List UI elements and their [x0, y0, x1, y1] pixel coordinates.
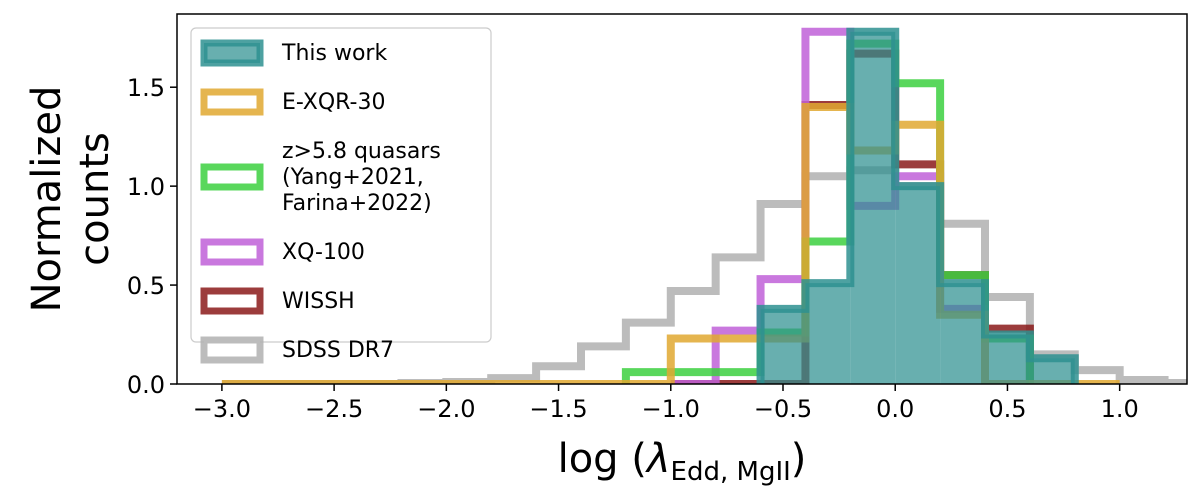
legend-label: WISSH	[282, 289, 355, 314]
legend-swatch	[200, 88, 264, 116]
y-axis: 0.0 0.5 1.0 1.5	[127, 74, 177, 399]
legend: This work E-XQR-30 z>5.8 quasars(Yang+2021…	[190, 27, 492, 364]
y-tick-label: 0.5	[127, 272, 165, 300]
bar-this-work-2	[850, 31, 896, 384]
y-tick-label: 1.5	[127, 74, 165, 102]
x-tick-label: 1.0	[1101, 395, 1139, 423]
legend-label: (Yang+2021,	[282, 165, 424, 190]
legend-swatch	[200, 39, 264, 67]
y-axis-label-line-2: counts	[72, 132, 118, 266]
x-tick-label: 0.0	[876, 395, 914, 423]
x-axis: −3.0 −2.5 −2.0 −1.5 −1.0 −0.5 0.0 0.5 1.0	[193, 384, 1139, 423]
legend-swatch	[200, 163, 264, 191]
y-tick-label: 0.0	[127, 371, 165, 399]
outline-this-work	[756, 27, 1079, 384]
x-tick-label: −1.0	[642, 395, 700, 423]
legend-swatch	[200, 336, 264, 364]
x-tick-label: −1.5	[529, 395, 587, 423]
legend-item-e-xqr-30: E-XQR-30	[200, 88, 385, 116]
legend-label: SDSS DR7	[282, 338, 394, 363]
legend-item-wissh: WISSH	[200, 287, 355, 315]
legend-label: Farina+2022)	[282, 191, 432, 216]
x-tick-label: 0.5	[988, 395, 1026, 423]
bar-this-work-0	[760, 308, 806, 384]
legend-label: z>5.8 quasars	[282, 139, 441, 164]
legend-label: XQ-100	[282, 240, 365, 265]
bar-this-work-1	[805, 283, 851, 384]
x-tick-label: −3.0	[193, 395, 251, 423]
y-tick-label: 1.0	[127, 173, 165, 201]
y-axis-label-line-1: Normalized	[24, 86, 70, 313]
bar-this-work-6	[1029, 358, 1075, 384]
x-tick-label: −0.5	[754, 395, 812, 423]
legend-swatch	[200, 238, 264, 266]
legend-item-xq-100: XQ-100	[200, 238, 365, 266]
x-axis-label: log (λEdd, MgII)	[558, 436, 807, 487]
legend-label: E-XQR-30	[282, 90, 385, 115]
y-axis-label: Normalized counts	[24, 86, 118, 313]
plot-frame	[176, 13, 1188, 385]
x-tick-label: −2.0	[417, 395, 475, 423]
bar-this-work-3	[895, 186, 941, 384]
bar-this-work-5	[985, 334, 1030, 384]
x-tick-label: −2.5	[305, 395, 363, 423]
legend-label: This work	[281, 41, 387, 66]
histogram-bars	[221, 27, 1187, 384]
bar-this-work-4	[940, 283, 985, 384]
legend-frame	[190, 27, 492, 343]
legend-item-sdss-dr7: SDSS DR7	[200, 336, 394, 364]
legend-item-this-work: This work	[200, 39, 387, 67]
legend-swatch	[200, 287, 264, 315]
series-this-work	[756, 27, 1079, 384]
legend-item-z-5-8-quasars-yang-2021-farina-2022: z>5.8 quasars(Yang+2021,Farina+2022)	[200, 139, 441, 216]
